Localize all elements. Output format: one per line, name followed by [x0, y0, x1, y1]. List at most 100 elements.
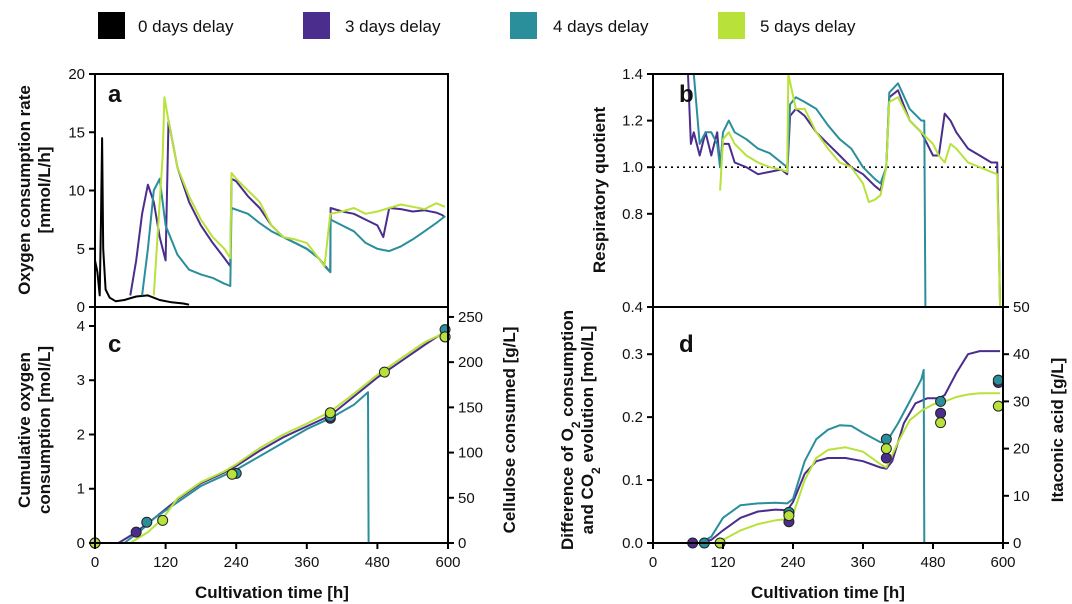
x-tick-label: 120 — [153, 554, 178, 571]
panel-d-ylabel-line2: and CO2 evolution [mol/L] — [578, 326, 603, 535]
plot-a-marks — [94, 96, 446, 306]
y2-tick-label: 50 — [1013, 299, 1030, 316]
plot-c-marks — [89, 324, 451, 549]
data-point-d5 — [992, 400, 1004, 412]
x-tick-label: 480 — [365, 554, 390, 571]
y-tick-label: 3 — [77, 372, 85, 389]
x-tick-label: 0 — [649, 554, 657, 571]
x-tick-label: 120 — [710, 554, 735, 571]
x-tick-label: 360 — [294, 554, 319, 571]
plot-b-marks — [653, 73, 1003, 308]
data-point-d3 — [935, 407, 947, 419]
series-line-d5 — [152, 96, 446, 296]
panel-c-y2label: Cellulose consumed [g/L] — [500, 327, 519, 534]
legend: 0 days delay 3 days delay 4 days delay 5… — [98, 12, 856, 39]
data-point-d3 — [130, 526, 142, 538]
data-point-d4 — [141, 516, 153, 528]
panel-c: c Cumulative oxygen consumption [mol/L] … — [15, 307, 519, 602]
y-tick-label: 4 — [77, 318, 85, 335]
y-tick-label: 1.4 — [622, 66, 643, 83]
y2-tick-label: 30 — [1013, 393, 1030, 410]
panel-c-letter: c — [108, 331, 121, 358]
series-line-d3 — [688, 350, 1001, 544]
y2-tick-label: 100 — [458, 445, 483, 462]
series-line-d5 — [719, 73, 1002, 308]
panel-d-xlabel: Cultivation time [h] — [751, 583, 905, 602]
data-point-d5 — [783, 510, 795, 522]
panel-d-ticks: 0.0 0.1 0.2 0.3 0 10 20 30 40 50 0 120 240 360 480 600 — [622, 299, 1030, 571]
y-tick-label: 1.0 — [622, 159, 643, 176]
panel-d-letter: d — [679, 331, 694, 358]
panel-d-y2label: Itaconic acid [g/L] — [1048, 358, 1067, 503]
legend-swatch-5 — [718, 12, 745, 39]
legend-label-4: 4 days delay — [553, 17, 649, 36]
legend-label-0: 0 days delay — [138, 17, 234, 36]
y-tick-label: 1 — [77, 481, 85, 498]
series-line-d5 — [716, 392, 1001, 544]
legend-label-5: 5 days delay — [760, 17, 856, 36]
y2-tick-label: 0 — [458, 535, 466, 552]
panel-a-yticks: 0 5 10 15 20 — [68, 66, 95, 316]
y2-tick-label: 250 — [458, 309, 483, 326]
x-tick-label: 480 — [920, 554, 945, 571]
panel-a-ylabel-line2: [mmol/L/h] — [35, 147, 54, 234]
y-tick-label: 10 — [68, 183, 85, 200]
x-tick-label: 360 — [850, 554, 875, 571]
x-tick-label: 0 — [91, 554, 99, 571]
y-tick-label: 0.1 — [622, 472, 643, 489]
y2-tick-label: 50 — [458, 490, 475, 507]
x-tick-label: 600 — [990, 554, 1015, 571]
data-point-d5 — [324, 407, 336, 419]
series-line-d4 — [699, 368, 926, 544]
panel-c-ylabel-line2: consumption [mol/L] — [35, 346, 54, 514]
panel-b-ylabel: Respiratory quotient — [590, 107, 609, 274]
series-line-d0 — [94, 137, 190, 306]
y2-tick-label: 200 — [458, 354, 483, 371]
y-tick-label: 0 — [77, 299, 85, 316]
y-tick-label: 0.0 — [622, 535, 643, 552]
data-point-d4 — [880, 433, 892, 445]
data-point-d3 — [880, 452, 892, 464]
y2-tick-label: 10 — [1013, 488, 1030, 505]
panel-d: d Difference of O2 consumption and CO2 e… — [558, 299, 1067, 602]
y-tick-label: 0.3 — [622, 346, 643, 363]
series-line-d4 — [692, 73, 927, 308]
panel-b-yticks: 0.4 0.8 1.0 1.2 1.4 — [622, 66, 653, 316]
y-tick-label: 0.4 — [622, 299, 643, 316]
data-point-d5 — [935, 417, 947, 429]
legend-swatch-3 — [303, 12, 330, 39]
y-tick-label: 0 — [77, 535, 85, 552]
panel-a-ylabel-line1: Oxygen consumption rate — [15, 85, 34, 295]
y-tick-label: 0.2 — [622, 409, 643, 426]
series-line-d5 — [95, 331, 446, 544]
y-tick-label: 2 — [77, 426, 85, 443]
series-line-d3 — [687, 73, 1002, 308]
series-line-d3 — [129, 119, 446, 296]
panel-d-ylabel-line1: Difference of O2 consumption — [558, 310, 583, 550]
y-tick-label: 1.2 — [622, 113, 643, 130]
legend-swatch-0 — [98, 12, 125, 39]
y2-tick-label: 150 — [458, 399, 483, 416]
panel-c-ticks: 0 1 2 3 4 0 50 100 150 200 250 0 120 240 360 480 600 — [77, 309, 483, 571]
panel-b-letter: b — [679, 81, 694, 108]
panel-b-frame — [652, 73, 1004, 308]
series-line-d4 — [141, 177, 446, 296]
data-point-d4 — [992, 374, 1004, 386]
panel-a: a Oxygen consumption rate [mmol/L/h] 0 5 1… — [15, 66, 449, 316]
panel-b: b Respiratory quotient 0.4 0.8 1.0 1.2 1.4 — [590, 66, 1004, 316]
panel-a-letter: a — [108, 81, 122, 108]
y2-tick-label: 20 — [1013, 441, 1030, 458]
panel-c-ylabel-line1: Cumulative oxygen — [15, 352, 34, 508]
data-point-d5 — [378, 366, 390, 378]
plot-d-marks — [687, 350, 1004, 549]
y2-tick-label: 40 — [1013, 346, 1030, 363]
y-tick-label: 5 — [77, 241, 85, 258]
x-tick-label: 240 — [224, 554, 249, 571]
panel-a-frame — [94, 73, 449, 308]
y2-tick-label: 0 — [1013, 535, 1021, 552]
data-point-d5 — [880, 443, 892, 455]
legend-swatch-4 — [510, 12, 537, 39]
y-tick-label: 0.8 — [622, 206, 643, 223]
data-point-d5 — [226, 468, 238, 480]
